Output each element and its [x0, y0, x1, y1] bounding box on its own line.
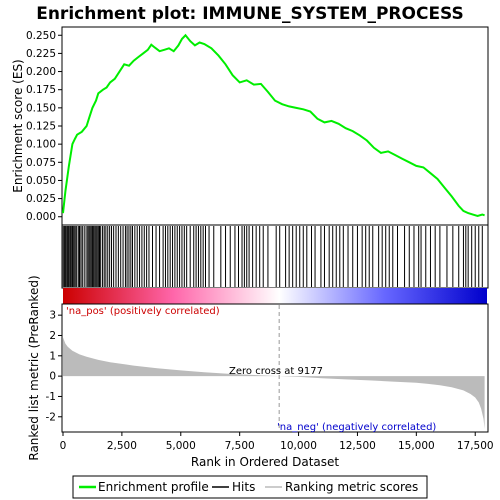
es-y-tick-label: 0.075 — [26, 157, 56, 169]
x-tick-label: 2,500 — [107, 440, 137, 452]
es-y-axis: 0.000 0.025 0.050 0.075 0.100 0.125 0.150 0.175… — [26, 30, 62, 223]
es-y-tick-label: 0.150 — [26, 102, 56, 114]
chart-title: Enrichment plot: IMMUNE_SYSTEM_PROCESS — [36, 4, 464, 24]
hits-panel — [61, 224, 489, 289]
es-y-tick-label: 0.025 — [26, 193, 56, 205]
es-panel-frame — [61, 26, 489, 226]
metric-y-axis-label: Ranked list metric (PreRanked) — [27, 275, 41, 460]
x-tick-label: 7,500 — [225, 440, 255, 452]
metric-y-axis: -2 -1 0 1 2 3 — [46, 310, 62, 423]
legend: Enrichment profile Hits Ranking metric s… — [72, 475, 428, 499]
metric-panel-frame — [61, 303, 489, 433]
x-tick-label: 17,500 — [457, 440, 494, 452]
x-tick-label: 5,000 — [166, 440, 196, 452]
metric-y-tick-label: 1 — [49, 350, 56, 362]
es-y-tick-label: 0.000 — [26, 211, 56, 223]
neg-correlated-label: 'na_neg' (negatively correlated) — [277, 422, 436, 433]
rank-color-bar — [63, 288, 487, 304]
es-y-tick-label: 0.050 — [26, 175, 56, 187]
legend-hits: Hits — [232, 480, 255, 494]
x-tick-label: 0 — [60, 440, 67, 452]
legend-ranking-metric-scores: Ranking metric scores — [285, 480, 418, 494]
metric-y-tick-label: 3 — [49, 310, 56, 322]
legend-frame — [72, 475, 428, 499]
es-y-tick-label: 0.125 — [26, 121, 56, 133]
enrichment-profile-line — [62, 33, 485, 218]
es-y-tick-label: 0.175 — [26, 84, 56, 96]
metric-y-tick-label: 2 — [49, 330, 56, 342]
x-axis: 0 2,500 5,000 7,500 10,000 12,500 15,000 17,500 — [60, 432, 494, 452]
x-tick-label: 12,500 — [339, 440, 376, 452]
hits-panel-frame — [61, 224, 489, 289]
zero-cross-label: Zero cross at 9177 — [229, 366, 323, 377]
es-y-tick-label: 0.225 — [26, 48, 56, 60]
x-tick-label: 10,000 — [280, 440, 317, 452]
metric-y-tick-label: -1 — [46, 391, 56, 403]
es-y-tick-label: 0.200 — [26, 66, 56, 78]
legend-enrichment-profile: Enrichment profile — [98, 480, 209, 494]
hit-lines — [62, 226, 483, 287]
metric-y-tick-label: 0 — [49, 371, 56, 383]
x-axis-label: Rank in Ordered Dataset — [191, 455, 339, 469]
es-y-tick-label: 0.100 — [26, 139, 56, 151]
pos-correlated-label: 'na_pos' (positively correlated) — [66, 306, 220, 317]
metric-y-tick-label: -2 — [46, 411, 56, 423]
es-y-axis-label: Enrichment score (ES) — [11, 59, 25, 192]
metric-panel: -2 -1 0 1 2 3 'na_pos' (positively correlated… — [27, 275, 489, 461]
es-panel: 0.000 0.025 0.050 0.075 0.100 0.125 0.150 0.175… — [11, 26, 489, 226]
x-tick-label: 15,000 — [398, 440, 435, 452]
es-y-tick-label: 0.250 — [26, 30, 56, 42]
